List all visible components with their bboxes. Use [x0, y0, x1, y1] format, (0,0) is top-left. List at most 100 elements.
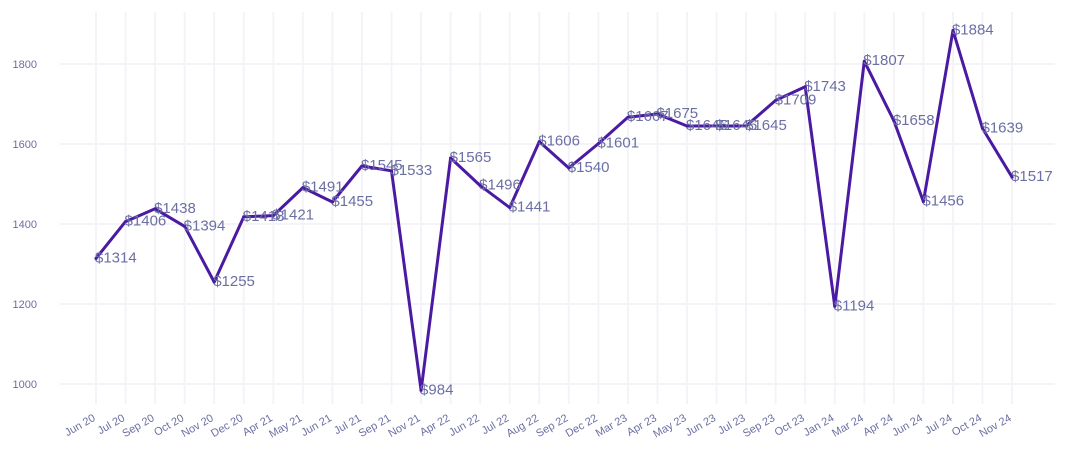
- data-point: [921, 200, 925, 204]
- data-point: [360, 164, 364, 168]
- y-tick-label: 1000: [13, 379, 37, 391]
- x-tick-label: Sep 22: [534, 412, 570, 440]
- data-point: [330, 200, 334, 204]
- data-label: $1645: [716, 117, 758, 134]
- data-label: $1606: [538, 133, 580, 150]
- y-tick-label: 1400: [13, 219, 37, 231]
- data-label: $1884: [952, 21, 994, 38]
- x-tick-label: Jun 22: [447, 412, 482, 439]
- x-tick-label: May 21: [267, 412, 304, 440]
- data-label: $1255: [213, 273, 255, 290]
- data-label: $1639: [982, 119, 1024, 136]
- data-label: $1667: [627, 108, 669, 125]
- data-point: [478, 184, 482, 188]
- y-tick-label: 1200: [13, 299, 37, 311]
- data-point: [862, 59, 866, 63]
- x-tick-label: Apr 24: [861, 412, 895, 439]
- data-label: $1406: [125, 213, 167, 230]
- x-tick-label: Oct 24: [950, 412, 984, 439]
- x-tick-label: Jul 24: [923, 412, 954, 437]
- x-tick-label: Jun 20: [63, 412, 98, 439]
- data-label: $1491: [302, 179, 344, 196]
- x-tick-label: Oct 23: [773, 412, 807, 439]
- data-label: $1658: [893, 112, 935, 129]
- data-label: $1565: [450, 149, 492, 166]
- data-label: $1438: [154, 200, 196, 217]
- data-label: $1709: [775, 91, 817, 108]
- data-label: $1456: [922, 193, 964, 210]
- data-point: [892, 119, 896, 123]
- data-point: [626, 115, 630, 119]
- series-line: [94, 28, 1014, 392]
- x-tick-label: Jan 24: [802, 412, 837, 439]
- data-point: [94, 256, 98, 260]
- x-tick-label: Jun 23: [683, 412, 718, 439]
- data-label: $1645: [745, 117, 787, 134]
- x-tick-label: Sep 20: [120, 412, 156, 440]
- data-label: $1455: [331, 193, 373, 210]
- data-point: [419, 388, 423, 392]
- data-point: [242, 215, 246, 219]
- data-label: $1601: [597, 135, 639, 152]
- data-label: $1418: [243, 208, 285, 225]
- data-label: $1743: [804, 78, 846, 95]
- data-point: [951, 28, 955, 32]
- data-point: [981, 126, 984, 130]
- data-point: [567, 166, 571, 170]
- data-point: [715, 124, 719, 128]
- data-point: [803, 85, 807, 89]
- data-point: [390, 169, 393, 173]
- x-tick-label: Dec 20: [209, 412, 245, 440]
- data-label: $1441: [509, 199, 551, 216]
- data-label: $1645: [686, 117, 728, 134]
- x-tick-label: Nov 24: [977, 412, 1013, 440]
- data-label: $1533: [391, 162, 433, 179]
- x-tick-label: Jun 21: [299, 412, 334, 439]
- data-point: [596, 142, 600, 146]
- series: [94, 28, 1014, 392]
- y-axis: 1000 1200 1400 1600 1800: [13, 59, 37, 391]
- x-tick-label: Nov 21: [386, 412, 422, 440]
- data-point: [833, 304, 837, 308]
- x-tick-label: Nov 20: [180, 412, 216, 440]
- data-point: [212, 280, 216, 284]
- x-tick-label: Aug 22: [505, 412, 541, 440]
- data-labels: $1314 $1406$1438$1394 $1255 $1418$1421 $1491…: [95, 21, 1053, 398]
- data-label: $1421: [272, 207, 314, 224]
- x-tick-label: Sep 23: [741, 412, 777, 440]
- x-tick-label: Apr 22: [418, 412, 452, 439]
- data-point: [183, 224, 187, 228]
- y-tick-label: 1600: [13, 139, 37, 151]
- data-point: [153, 207, 157, 211]
- data-point: [1010, 175, 1014, 179]
- grid-lines: [60, 12, 1055, 404]
- data-label: $1545: [361, 157, 403, 174]
- y-tick-label: 1800: [13, 59, 37, 71]
- data-label: $984: [420, 381, 453, 398]
- data-label: $1314: [95, 249, 137, 266]
- data-point: [508, 206, 512, 210]
- x-tick-label: Mar 24: [830, 412, 866, 440]
- x-tick-label: Dec 22: [564, 412, 600, 440]
- data-point: [655, 112, 659, 116]
- data-point: [124, 220, 128, 224]
- data-label: $1394: [184, 217, 226, 234]
- data-label: $1675: [656, 105, 698, 122]
- data-label: $1807: [863, 52, 905, 69]
- data-point: [301, 186, 305, 190]
- x-tick-label: Jun 24: [890, 412, 925, 439]
- data-point: [271, 214, 275, 218]
- data-label: $1517: [1011, 168, 1053, 185]
- data-point: [774, 98, 778, 102]
- data-label: $1496: [479, 177, 521, 194]
- data-point: [449, 156, 453, 160]
- data-label: $1194: [834, 297, 875, 314]
- x-tick-label: May 23: [651, 412, 688, 440]
- data-point: [685, 124, 689, 128]
- data-label: $1540: [568, 159, 610, 176]
- x-tick-label: Mar 23: [594, 412, 630, 440]
- x-tick-label: Sep 21: [357, 412, 393, 440]
- x-tick-label: Oct 20: [152, 412, 186, 439]
